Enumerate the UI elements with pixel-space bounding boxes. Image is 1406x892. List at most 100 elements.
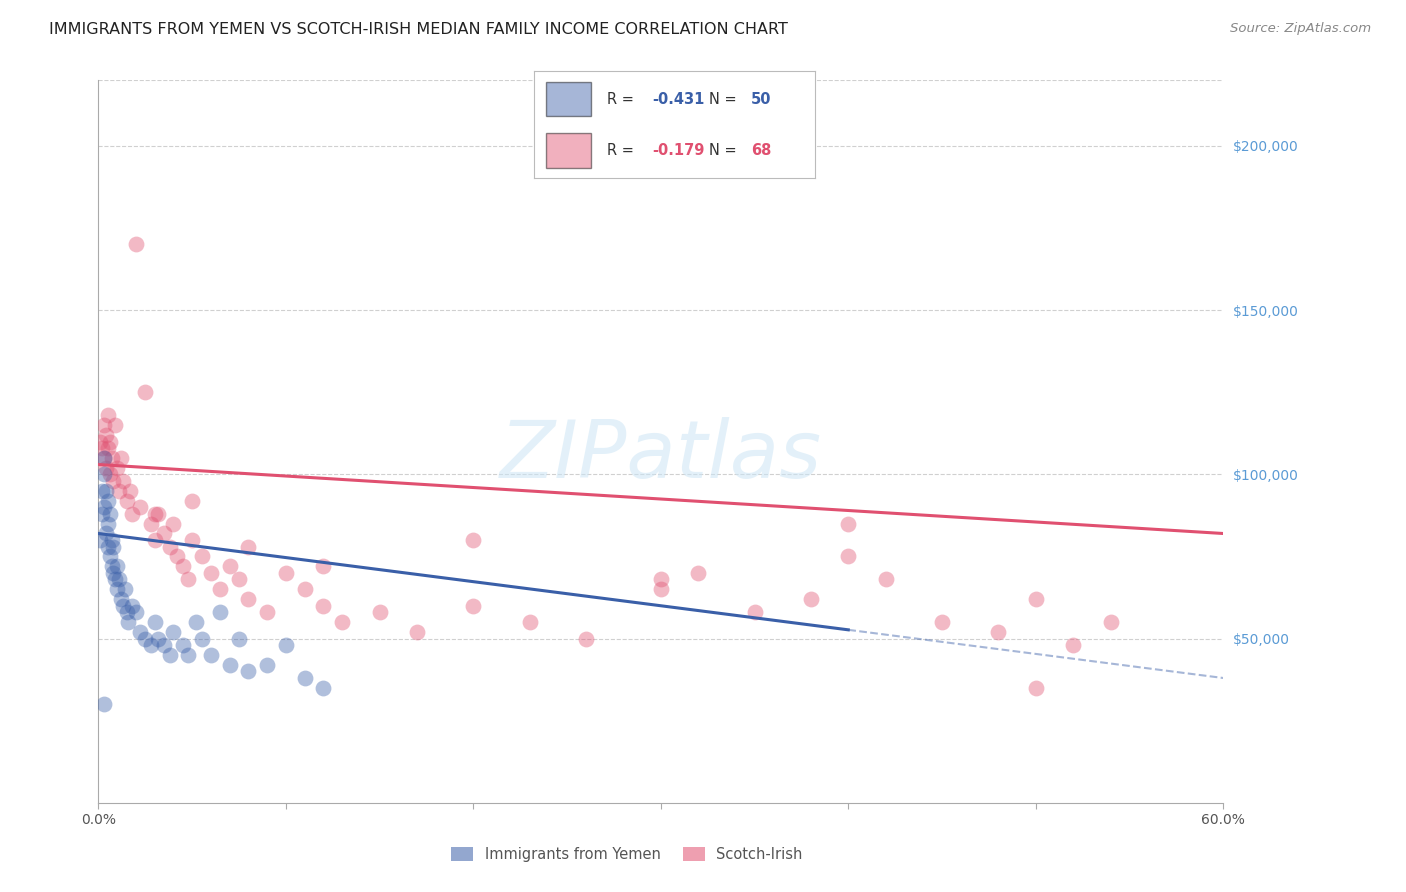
Point bbox=[139, 638, 162, 652]
Point bbox=[93, 418, 115, 433]
Point bbox=[463, 599, 485, 613]
Point bbox=[238, 592, 260, 607]
Text: N =: N = bbox=[709, 143, 741, 158]
Point bbox=[312, 559, 335, 574]
Point bbox=[153, 638, 176, 652]
Point bbox=[125, 605, 148, 619]
Point bbox=[190, 549, 212, 564]
Point bbox=[98, 549, 121, 564]
Point bbox=[238, 665, 260, 679]
FancyBboxPatch shape bbox=[546, 134, 591, 168]
Point bbox=[100, 559, 122, 574]
Point bbox=[108, 483, 131, 498]
Point bbox=[97, 409, 120, 423]
Text: 68: 68 bbox=[751, 143, 770, 158]
Point bbox=[94, 526, 117, 541]
Point bbox=[650, 582, 672, 597]
Point bbox=[218, 559, 240, 574]
Point bbox=[650, 573, 672, 587]
Text: R =: R = bbox=[607, 92, 638, 107]
Point bbox=[875, 573, 897, 587]
Point bbox=[125, 237, 148, 252]
Point bbox=[108, 573, 131, 587]
Point bbox=[162, 625, 184, 640]
Point bbox=[209, 605, 232, 619]
Point bbox=[1025, 681, 1047, 695]
Point bbox=[1099, 615, 1122, 630]
Point bbox=[368, 605, 391, 619]
Point bbox=[134, 385, 156, 400]
Point bbox=[200, 566, 222, 580]
Point bbox=[105, 582, 128, 597]
Point bbox=[121, 507, 143, 521]
Point bbox=[148, 507, 170, 521]
Point bbox=[100, 450, 122, 465]
Point bbox=[93, 467, 115, 482]
Point bbox=[128, 625, 150, 640]
Point bbox=[190, 632, 212, 646]
Point bbox=[256, 605, 278, 619]
Point bbox=[111, 599, 134, 613]
Point bbox=[218, 657, 240, 672]
Point bbox=[177, 648, 200, 662]
Point bbox=[406, 625, 429, 640]
Point bbox=[181, 533, 204, 547]
Point bbox=[100, 533, 122, 547]
Point bbox=[143, 533, 166, 547]
Point bbox=[148, 632, 170, 646]
Point bbox=[837, 549, 859, 564]
Text: N =: N = bbox=[709, 92, 741, 107]
Point bbox=[89, 533, 111, 547]
Point bbox=[987, 625, 1010, 640]
Point bbox=[103, 474, 125, 488]
Point bbox=[93, 450, 115, 465]
Point bbox=[143, 507, 166, 521]
Point bbox=[110, 592, 132, 607]
Point bbox=[97, 493, 120, 508]
Point bbox=[93, 698, 115, 712]
Point bbox=[159, 540, 181, 554]
Point bbox=[200, 648, 222, 662]
Point bbox=[330, 615, 353, 630]
Text: 50: 50 bbox=[751, 92, 772, 107]
Text: R =: R = bbox=[607, 143, 638, 158]
Point bbox=[312, 681, 335, 695]
Text: Source: ZipAtlas.com: Source: ZipAtlas.com bbox=[1230, 22, 1371, 36]
Point bbox=[312, 599, 335, 613]
Text: -0.431: -0.431 bbox=[652, 92, 704, 107]
Point bbox=[98, 507, 121, 521]
Text: IMMIGRANTS FROM YEMEN VS SCOTCH-IRISH MEDIAN FAMILY INCOME CORRELATION CHART: IMMIGRANTS FROM YEMEN VS SCOTCH-IRISH ME… bbox=[49, 22, 789, 37]
Point bbox=[463, 533, 485, 547]
Point bbox=[294, 582, 316, 597]
Point bbox=[209, 582, 232, 597]
Point bbox=[184, 615, 207, 630]
Point bbox=[575, 632, 598, 646]
Point bbox=[274, 566, 297, 580]
Point bbox=[177, 573, 200, 587]
Point bbox=[159, 648, 181, 662]
Point bbox=[931, 615, 953, 630]
Point bbox=[256, 657, 278, 672]
Point bbox=[105, 559, 128, 574]
Point bbox=[114, 582, 136, 597]
Point bbox=[121, 599, 143, 613]
Point bbox=[1062, 638, 1084, 652]
Point bbox=[115, 493, 138, 508]
Point bbox=[166, 549, 188, 564]
Point bbox=[103, 566, 125, 580]
Point bbox=[103, 540, 125, 554]
Text: -0.179: -0.179 bbox=[652, 143, 704, 158]
Point bbox=[94, 460, 117, 475]
Point bbox=[105, 460, 128, 475]
Point bbox=[143, 615, 166, 630]
Point bbox=[181, 493, 204, 508]
Point bbox=[93, 500, 115, 515]
Point bbox=[837, 516, 859, 531]
FancyBboxPatch shape bbox=[546, 82, 591, 116]
Point bbox=[172, 559, 194, 574]
Point bbox=[228, 632, 250, 646]
Legend: Immigrants from Yemen, Scotch-Irish: Immigrants from Yemen, Scotch-Irish bbox=[446, 840, 808, 868]
Point bbox=[134, 632, 156, 646]
Point bbox=[91, 483, 114, 498]
Point bbox=[800, 592, 823, 607]
